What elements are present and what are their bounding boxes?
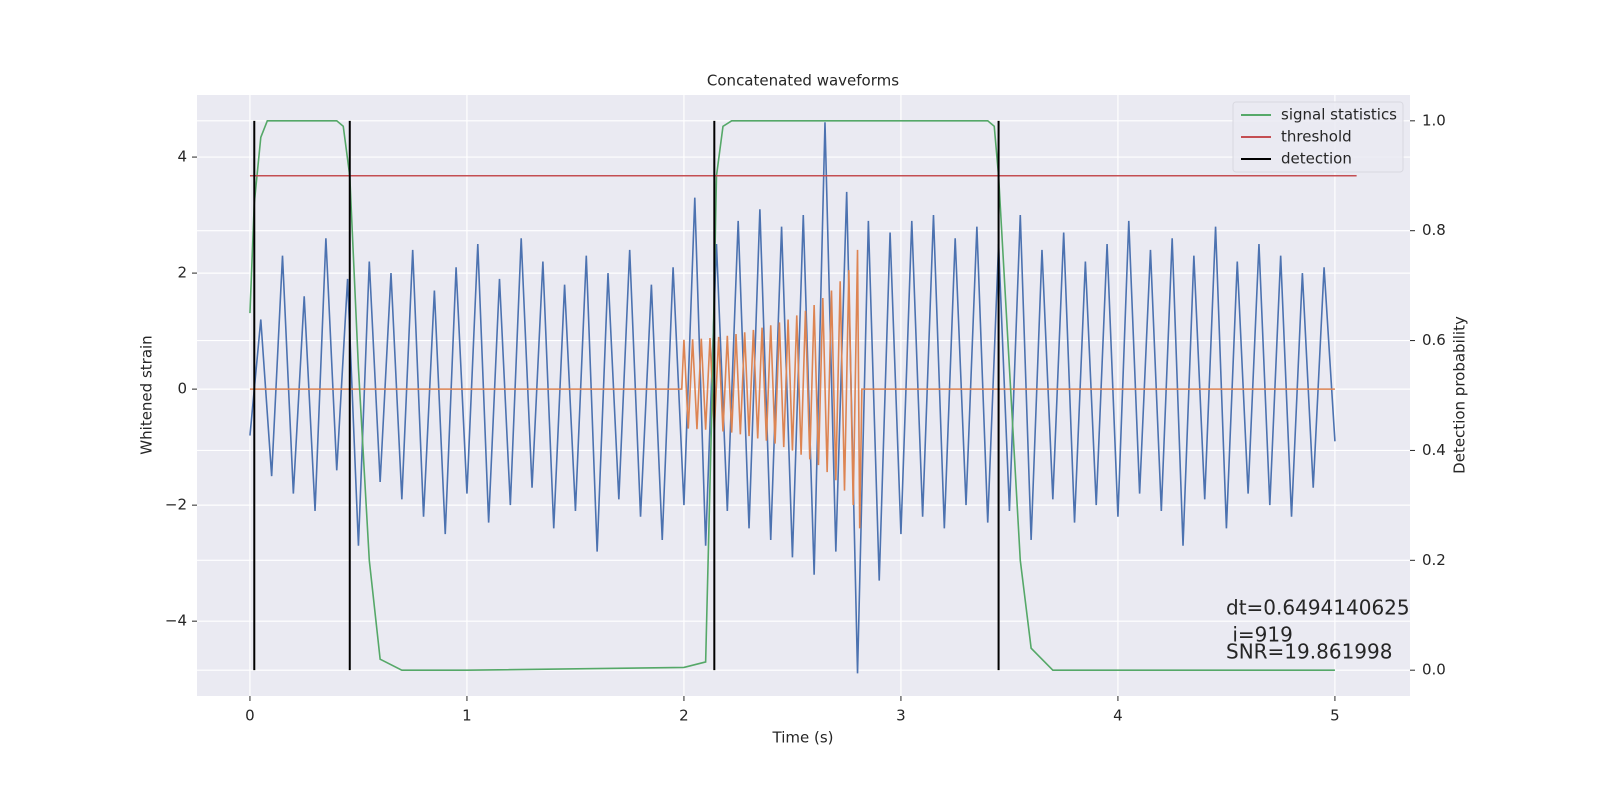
y-tick-label: 4 xyxy=(177,148,187,166)
chart-title: Concatenated waveforms xyxy=(707,72,899,90)
line xyxy=(249,120,1335,671)
line xyxy=(249,249,1335,529)
marks xyxy=(249,120,1357,674)
y2-tick-label: 0.6 xyxy=(1422,331,1446,349)
y2-tick-label: 0.4 xyxy=(1422,441,1446,459)
legend-label: signal statistics xyxy=(1281,106,1397,124)
y2-tick-label: 0.2 xyxy=(1422,551,1446,569)
y-tick-label: 2 xyxy=(177,264,187,282)
x-axis-label: Time (s) xyxy=(772,729,834,747)
x-tick-label: 0 xyxy=(245,707,255,725)
y-tick-label: 0 xyxy=(177,380,187,398)
y2-tick-label: 1.0 xyxy=(1422,111,1446,129)
x-tick-label: 4 xyxy=(1113,707,1123,725)
y2-tick-label: 0.0 xyxy=(1422,661,1446,679)
line xyxy=(249,122,1336,674)
legend-box xyxy=(1232,101,1404,173)
y-tick-label: −2 xyxy=(165,496,187,514)
annotation: i=919 xyxy=(1226,623,1293,647)
x-tick-label: 1 xyxy=(462,707,472,725)
y-tick-label: −4 xyxy=(165,612,187,630)
y2-tick-label: 0.8 xyxy=(1422,221,1446,239)
y-axis-label: Whitened strain xyxy=(138,335,156,454)
y2-axis-label: Detection probability xyxy=(1451,316,1469,474)
x-tick-label: 2 xyxy=(679,707,689,725)
annotation: dt=0.6494140625 xyxy=(1226,596,1410,620)
legend-label: threshold xyxy=(1281,128,1352,146)
legend-label: detection xyxy=(1281,150,1352,168)
annotation: SNR=19.861998 xyxy=(1226,640,1392,664)
legend: signal statistics threshold detection xyxy=(1232,101,1404,173)
x-tick-label: 3 xyxy=(896,707,906,725)
x-tick-label: 5 xyxy=(1330,707,1340,725)
